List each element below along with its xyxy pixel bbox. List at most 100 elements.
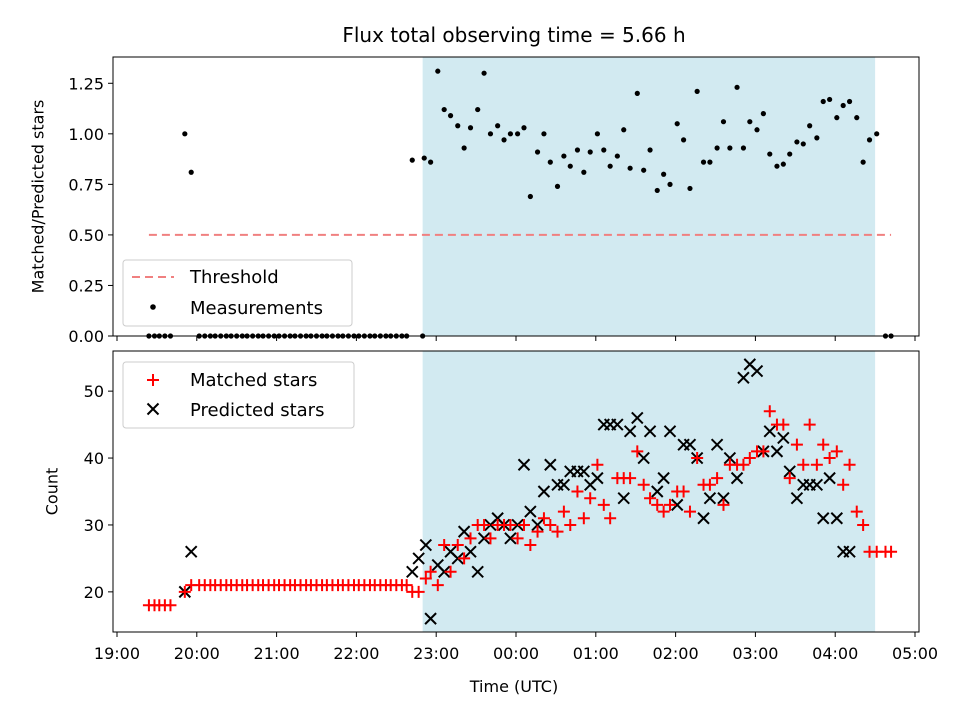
measurement-point	[807, 123, 813, 129]
matched-marker	[843, 458, 856, 471]
matched-marker	[504, 518, 517, 531]
matched-marker	[797, 458, 810, 471]
matched-marker	[444, 565, 457, 578]
measurement-point	[587, 149, 593, 155]
matched-marker	[577, 512, 590, 525]
predicted-marker	[657, 471, 670, 485]
matched-markers	[142, 405, 898, 612]
measurement-points	[146, 68, 894, 339]
measurement-point	[435, 68, 441, 74]
matched-marker	[591, 458, 604, 471]
matched-marker	[424, 565, 437, 578]
measurement-point	[814, 135, 820, 141]
matched-marker	[850, 505, 863, 518]
measurement-point	[627, 165, 633, 171]
measurement-point	[654, 187, 660, 194]
predicted-marker	[750, 364, 764, 378]
predicted-marker	[184, 545, 198, 558]
legend-predicted-swatch	[146, 402, 160, 416]
measurement-point	[514, 131, 521, 137]
bottom-panel: 20 30 40 50 19:00 20:00 21:00 22:00 23:00 00:00 01…	[43, 350, 938, 696]
matched-marker	[597, 498, 610, 511]
matched-marker	[790, 438, 803, 451]
x-tick-label: 03:00	[732, 644, 778, 663]
predicted-marker	[577, 465, 591, 478]
matched-marker	[803, 418, 816, 431]
matched-marker	[837, 478, 850, 491]
measurement-point	[754, 127, 760, 133]
matched-marker	[857, 518, 870, 531]
measurement-point	[428, 159, 434, 165]
predicted-marker	[651, 485, 664, 498]
predicted-marker	[730, 471, 744, 485]
measurement-point	[854, 115, 860, 121]
matched-marker	[419, 572, 432, 585]
predicted-marker	[537, 485, 551, 498]
measurement-point	[594, 131, 600, 137]
predicted-marker	[517, 458, 531, 471]
bottom-y-tick-label: 30	[84, 516, 104, 535]
measurement-point	[641, 167, 647, 173]
measurement-point	[647, 147, 653, 153]
matched-marker	[604, 512, 617, 525]
matched-marker	[711, 472, 724, 485]
top-y-tick-label: 0.75	[68, 175, 104, 194]
measurement-point	[621, 127, 627, 133]
matched-marker	[624, 472, 637, 485]
top-y-tick-label: 1.00	[68, 125, 104, 144]
matched-marker	[412, 585, 425, 598]
matched-marker	[584, 492, 597, 505]
x-tick-label: 04:00	[812, 644, 858, 663]
measurement-point	[694, 88, 700, 94]
matched-marker	[657, 505, 670, 518]
measurement-point	[827, 96, 833, 103]
top-plot-frame	[112, 56, 920, 337]
measurement-point	[581, 169, 587, 175]
predicted-marker	[777, 431, 790, 445]
predicted-marker	[697, 512, 710, 525]
predicted-marker	[511, 518, 524, 532]
legend-measurements-swatch	[150, 304, 156, 310]
measurement-point	[409, 157, 415, 163]
bottom-legend-box	[122, 361, 355, 429]
matched-marker	[717, 498, 730, 511]
predicted-marker	[683, 438, 697, 451]
bottom-legend: Matched stars Predicted stars	[122, 361, 355, 429]
matched-marker	[531, 525, 544, 538]
measurement-point	[547, 159, 553, 165]
measurement-point	[840, 102, 846, 109]
measurement-point	[421, 155, 427, 161]
predicted-marker	[670, 498, 684, 512]
matched-marker	[737, 458, 750, 471]
predicted-marker	[817, 512, 830, 525]
measurement-point	[661, 171, 667, 177]
measurement-point	[481, 70, 487, 76]
top-y-tick-label: 0.00	[68, 327, 104, 346]
measurement-point	[687, 185, 693, 192]
measurement-point	[820, 98, 826, 105]
measurement-point	[554, 183, 561, 189]
matched-marker	[524, 539, 537, 552]
predicted-marker	[703, 491, 717, 505]
bottom-observing-window	[422, 351, 876, 632]
matched-marker	[478, 518, 491, 531]
predicted-marker	[710, 438, 724, 451]
measurement-point	[727, 145, 733, 151]
measurement-point	[787, 151, 793, 157]
top-y-tick-label: 0.25	[68, 276, 104, 295]
x-tick-label: 21:00	[254, 644, 300, 663]
measurement-point	[674, 121, 680, 127]
top-y-axis-label: Matched/Predicted stars	[29, 100, 48, 294]
measurement-point	[747, 119, 753, 125]
top-y-tick-label: 0.50	[68, 226, 104, 245]
matched-marker	[564, 518, 577, 531]
measurement-point	[874, 131, 880, 137]
predicted-marker	[451, 552, 464, 565]
x-axis-label: Time (UTC)	[469, 677, 558, 696]
predicted-marker	[663, 425, 677, 438]
measurement-point	[501, 137, 507, 143]
predicted-marker	[457, 525, 471, 538]
matched-marker	[537, 512, 550, 525]
x-tick-label: 22:00	[333, 644, 379, 663]
matched-marker	[644, 492, 657, 505]
